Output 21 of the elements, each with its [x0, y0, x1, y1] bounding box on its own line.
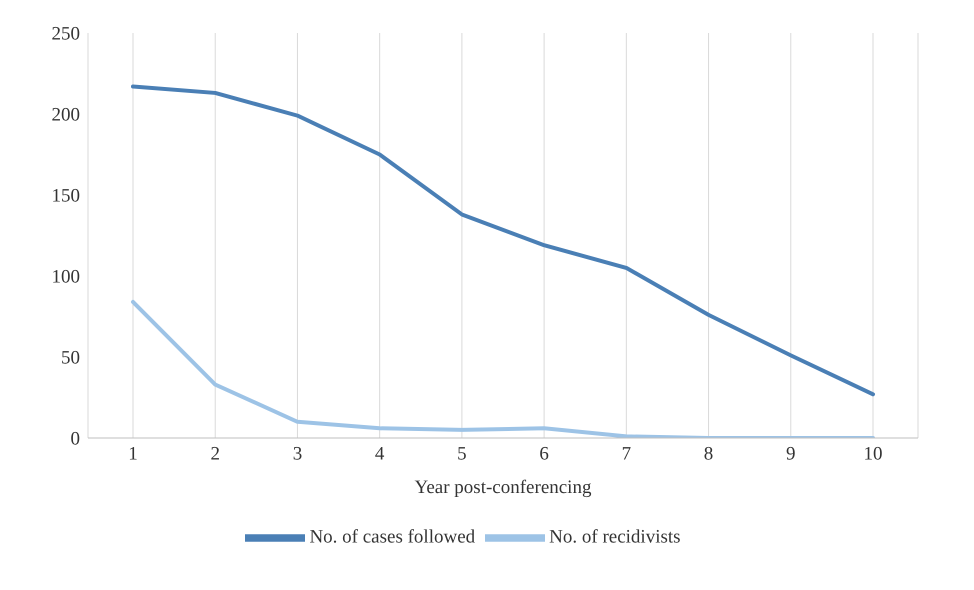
- x-tick-label: 1: [128, 443, 138, 464]
- x-tick-label: 4: [374, 443, 385, 464]
- x-tick-label: 8: [704, 443, 714, 464]
- x-tick-label: 3: [292, 443, 302, 464]
- x-tick-label: 2: [210, 443, 220, 464]
- y-tick-label: 200: [52, 104, 80, 126]
- x-tick-label: 9: [786, 443, 796, 464]
- y-tick-label: 250: [52, 24, 80, 45]
- y-tick-label: 150: [52, 186, 80, 207]
- line-series: [131, 84, 875, 396]
- x-tick-label: 5: [457, 443, 467, 464]
- line-series: [131, 300, 875, 438]
- x-axis-title: Year post-conferencing: [414, 477, 592, 498]
- x-tick-label: 6: [539, 443, 549, 464]
- y-tick-label: 100: [52, 266, 80, 288]
- x-tick-label: 10: [864, 443, 882, 464]
- legend-label: No. of recidivists: [549, 526, 681, 548]
- y-tick-label: 50: [61, 348, 80, 369]
- legend-label: No. of cases followed: [309, 526, 476, 548]
- x-tick-label: 7: [622, 443, 632, 464]
- y-tick-label: 0: [70, 428, 80, 450]
